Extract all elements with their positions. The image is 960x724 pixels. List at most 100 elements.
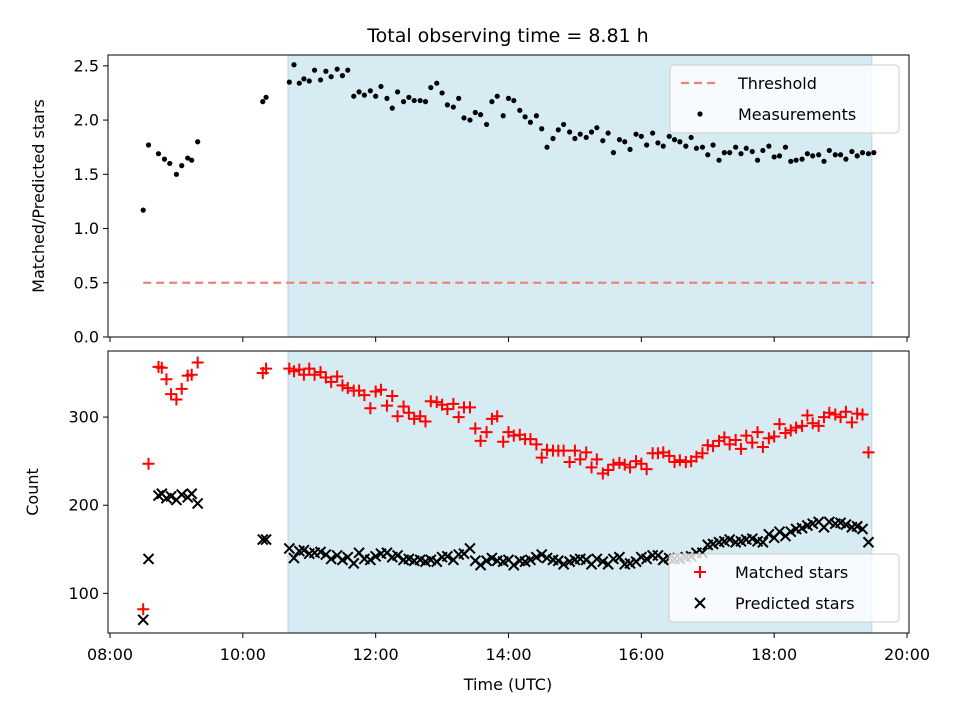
matched-star-marker	[297, 368, 310, 381]
matched-star-marker	[845, 416, 858, 429]
matched-star-marker	[862, 446, 875, 459]
measurement-point	[693, 145, 700, 151]
matched-star-marker	[191, 356, 204, 369]
matched-star-marker	[397, 400, 410, 413]
matched-star-marker	[408, 412, 421, 425]
measurement-point	[776, 153, 783, 159]
measurement-point	[406, 94, 412, 100]
matched-star-marker	[746, 436, 759, 449]
matched-star-marker	[287, 365, 300, 378]
measurement-point	[286, 79, 292, 85]
matched-star-marker	[834, 411, 847, 424]
bottom-y-axis-label: Count	[23, 468, 42, 516]
measurement-point	[588, 129, 595, 135]
predicted-star-marker	[165, 490, 177, 503]
matched-star-marker	[497, 435, 510, 448]
measurement-point	[782, 144, 789, 150]
measurement-point	[716, 157, 722, 163]
matched-star-marker	[756, 441, 769, 454]
predicted-star-marker	[524, 554, 537, 566]
predicted-star-marker	[257, 533, 269, 546]
measurement-point	[754, 157, 761, 163]
measurement-point	[334, 66, 340, 72]
matched-star-marker	[175, 382, 188, 395]
measurement-point	[511, 97, 517, 104]
measurement-point	[378, 83, 384, 90]
legend-predicted-label: Predicted stars	[735, 594, 855, 613]
measurement-point	[705, 152, 711, 158]
legend-matched-swatch	[694, 566, 706, 578]
matched-star-marker	[707, 440, 720, 453]
measurement-point	[616, 137, 623, 143]
matched-star-marker	[580, 446, 593, 459]
measurement-point	[394, 89, 401, 95]
measurement-point	[384, 95, 390, 101]
predicted-star-marker	[191, 497, 204, 510]
measurement-point	[683, 143, 689, 149]
top-measurements-series	[140, 62, 877, 213]
measurement-point	[155, 151, 162, 157]
matched-star-marker	[170, 393, 183, 406]
measurement-point	[260, 99, 266, 105]
matched-star-marker	[485, 412, 498, 425]
measurement-point	[494, 93, 500, 99]
measurement-point	[567, 129, 573, 135]
matched-star-marker	[773, 418, 786, 431]
measurement-point	[456, 95, 462, 101]
predicted-star-marker	[283, 542, 296, 555]
y-tick-label: 0.5	[74, 273, 99, 292]
top-legend-box	[669, 64, 900, 134]
predicted-star-marker	[591, 553, 603, 565]
matched-star-marker	[314, 366, 327, 379]
measurement-point	[411, 97, 417, 104]
measurement-point	[644, 142, 650, 148]
predicted-star-marker	[176, 488, 188, 501]
measurement-point	[810, 153, 816, 159]
measurement-point	[533, 113, 539, 119]
matched-star-marker	[668, 456, 681, 469]
matched-star-marker	[160, 373, 173, 386]
measurement-point	[301, 76, 307, 82]
legend-measurements-label: Measurements	[738, 105, 856, 124]
measurement-point	[721, 150, 727, 156]
matched-star-marker	[430, 396, 443, 409]
matched-star-marker	[341, 382, 354, 395]
measurement-point	[821, 158, 827, 164]
matched-star-marker	[530, 438, 543, 451]
matched-star-marker	[635, 457, 648, 470]
matched-star-marker	[303, 362, 316, 375]
measurement-point	[539, 126, 545, 132]
measurement-point	[743, 145, 749, 151]
measurement-point	[666, 133, 672, 139]
matched-star-marker	[447, 397, 460, 410]
measurement-point	[688, 134, 694, 141]
measurement-point	[161, 156, 168, 162]
predicted-star-marker	[137, 614, 149, 626]
matched-star-marker	[535, 451, 548, 464]
measurement-point	[400, 99, 407, 105]
measurement-point	[849, 148, 855, 155]
predicted-star-marker	[763, 528, 775, 541]
matched-star-marker	[260, 362, 273, 375]
y-tick-label: 1.0	[74, 219, 99, 238]
measurement-point	[351, 93, 357, 99]
measurement-point	[450, 104, 456, 110]
matched-star-marker	[624, 461, 637, 474]
measurement-point	[760, 147, 766, 154]
matched-star-marker	[391, 410, 404, 423]
measurement-point	[583, 134, 589, 141]
measurement-point	[296, 80, 302, 86]
measurement-point	[517, 107, 523, 113]
x-tick-label: 18:00	[751, 645, 797, 664]
predicted-star-marker	[441, 550, 454, 563]
measurement-point	[650, 130, 656, 136]
matched-star-marker	[491, 410, 504, 423]
x-tick-label: 20:00	[884, 645, 930, 664]
legend-predicted-swatch	[694, 597, 706, 609]
measurement-point	[660, 143, 666, 149]
matched-star-marker	[402, 406, 415, 419]
predicted-star-marker	[773, 525, 786, 538]
matched-star-marker	[137, 603, 150, 616]
measurement-point	[871, 150, 877, 156]
